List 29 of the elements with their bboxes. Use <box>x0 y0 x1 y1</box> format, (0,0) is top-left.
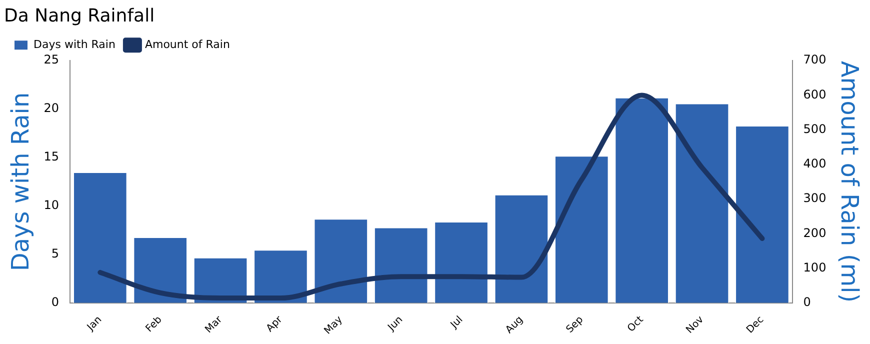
y2-tick-label: 200 <box>803 226 826 240</box>
legend-label: Days with Rain <box>34 38 116 51</box>
y2-tick-label: 300 <box>803 191 826 206</box>
y-tick-label: 20 <box>44 101 60 116</box>
y2-tick-label: 100 <box>803 260 826 274</box>
y2-tick-label: 700 <box>803 52 826 67</box>
x-tick-label: Apr <box>264 314 286 334</box>
legend-label: Amount of Rain <box>144 38 230 51</box>
y2-tick-label: 400 <box>803 156 826 171</box>
y-tick-label: 10 <box>44 198 60 212</box>
y2-tick-label: 500 <box>803 122 826 136</box>
x-tick-label: Dec <box>744 314 766 336</box>
x-tick-label: Mar <box>203 314 226 336</box>
x-tick-label: Feb <box>144 314 164 335</box>
x-tick-label: Jun <box>386 314 406 334</box>
y-tick-label: 25 <box>44 52 60 67</box>
x-tick-label: Nov <box>684 314 706 336</box>
x-tick-label: Oct <box>626 314 646 334</box>
y-axis-title: Days with Rain <box>6 92 35 272</box>
y-tick-label: 0 <box>51 295 60 310</box>
chart-title: Da Nang Rainfall <box>4 5 155 26</box>
y-tick-label: 5 <box>51 246 60 261</box>
y2-tick-label: 0 <box>803 295 811 310</box>
y2-axis-title: Amount of Rain (ml) <box>835 60 864 303</box>
x-tick-label: Jul <box>448 314 466 332</box>
x-tick-label: Jan <box>84 314 104 334</box>
x-tick-label: Sep <box>564 314 586 336</box>
y2-tick-label: 600 <box>803 87 826 102</box>
y-tick-label: 15 <box>44 150 60 164</box>
